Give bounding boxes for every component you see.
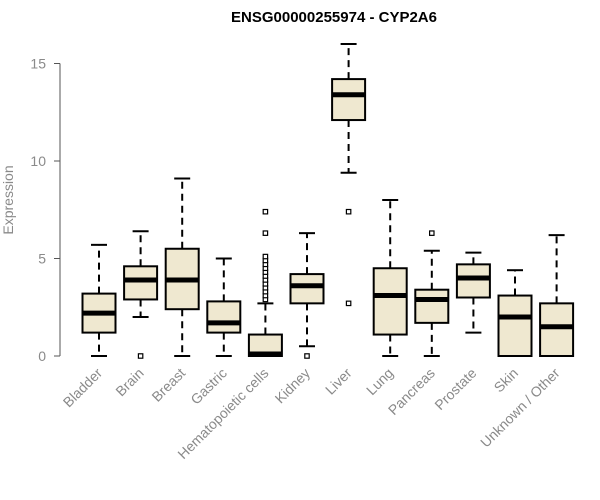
outlier-point: [304, 353, 310, 359]
box-gastric: [206, 257, 242, 357]
x-category-label: Kidney: [272, 365, 314, 407]
box-iqr: [455, 263, 491, 299]
box-iqr: [123, 265, 159, 301]
x-category-label: Unknown / Other: [477, 365, 563, 451]
y-tick-label: 5: [38, 251, 46, 267]
box-iqr: [539, 302, 575, 358]
outlier-point: [262, 253, 269, 260]
box-kidney: [289, 232, 325, 359]
outlier-point: [345, 300, 352, 307]
y-tick-label: 10: [30, 153, 46, 169]
box-iqr: [372, 267, 408, 336]
box-breast: [164, 177, 200, 357]
box-skin: [497, 269, 533, 357]
y-tick-label: 0: [38, 348, 46, 364]
outlier-point: [345, 208, 352, 215]
x-category-label: Prostate: [431, 365, 479, 413]
x-category-label: Lung: [363, 365, 396, 398]
box-liver: [331, 43, 367, 307]
outlier-point: [262, 208, 269, 215]
x-category-label: Liver: [322, 365, 355, 398]
chart-title: ENSG00000255974 - CYP2A6: [231, 9, 437, 26]
x-category-label: Breast: [148, 365, 188, 405]
box-brain: [123, 230, 159, 359]
box-prostate: [455, 251, 491, 334]
outlier-point: [262, 230, 269, 236]
box-lung: [372, 199, 408, 357]
box-bladder: [81, 243, 117, 357]
outlier-point: [137, 353, 144, 359]
y-axis-title: Expression: [0, 165, 16, 234]
outlier-point: [429, 230, 435, 236]
x-category-label: Skin: [491, 365, 522, 396]
box-iqr: [331, 78, 367, 122]
y-tick-label: 15: [30, 56, 46, 72]
box-iqr: [497, 294, 533, 357]
box-iqr: [414, 288, 450, 324]
box-unknown-other: [539, 234, 575, 358]
x-category-label: Brain: [112, 365, 146, 399]
box-iqr: [206, 300, 242, 334]
x-category-label: Bladder: [60, 365, 106, 411]
box-pancreas: [414, 230, 450, 357]
box-series: [81, 43, 575, 359]
y-axis: 0 5 10 15: [30, 56, 61, 364]
box-iqr: [289, 273, 325, 305]
box-hematopoietic-cells: [247, 208, 283, 357]
